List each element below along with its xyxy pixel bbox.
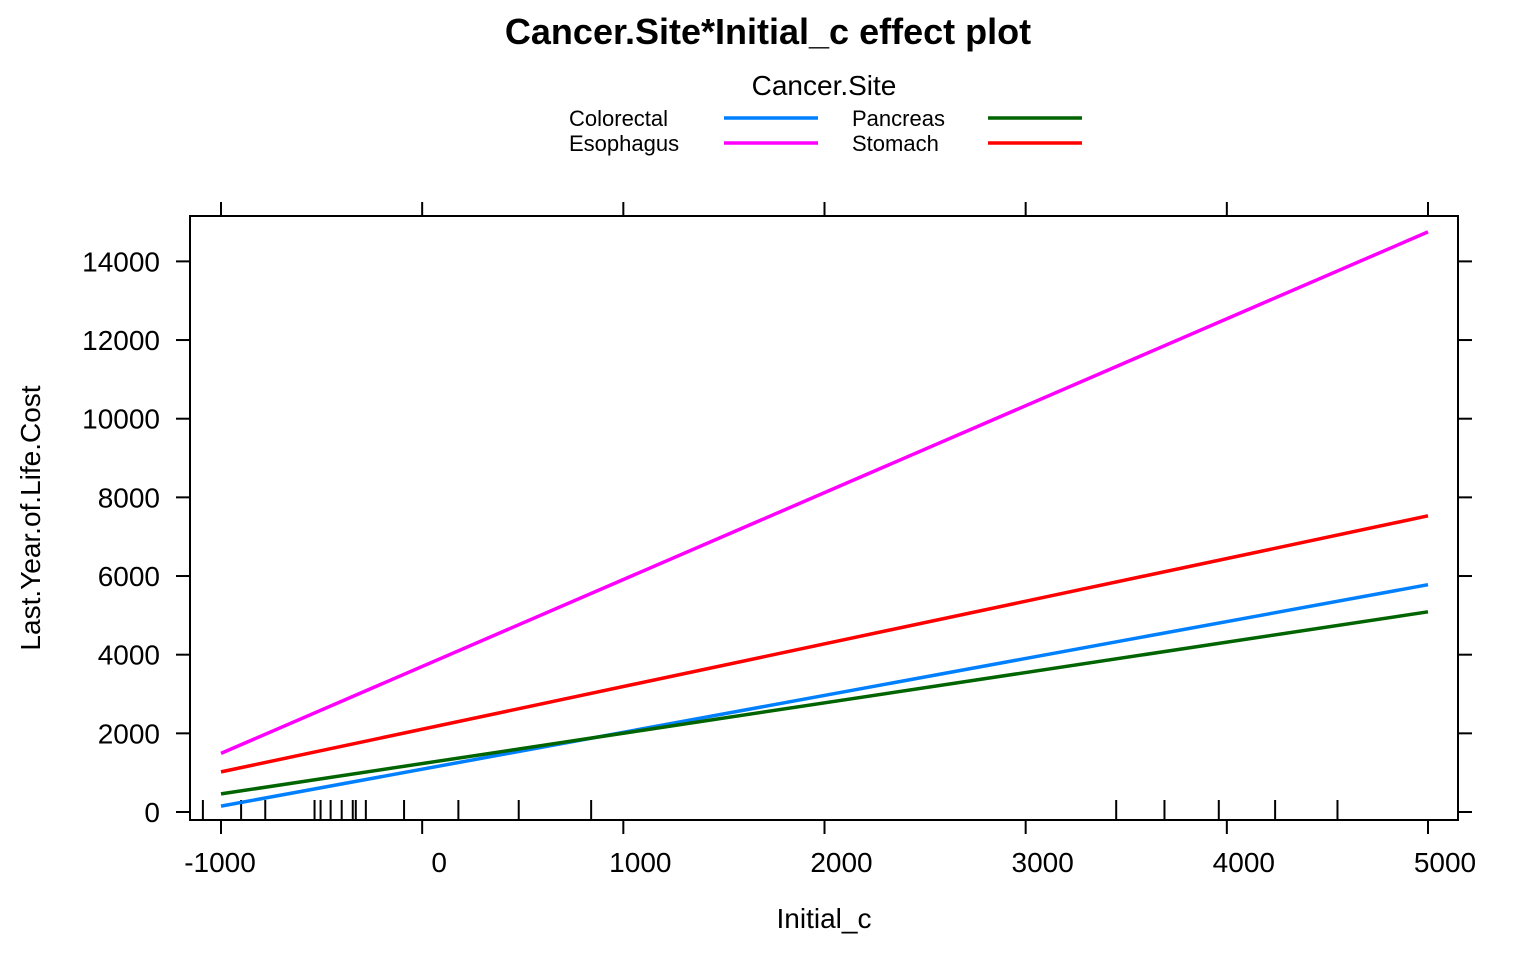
y-tick-label: 12000: [82, 325, 160, 356]
x-tick-label: 2000: [810, 847, 872, 878]
x-tick-label: 4000: [1213, 847, 1275, 878]
y-tick-label: 6000: [98, 561, 160, 592]
y-tick-label: 2000: [98, 718, 160, 749]
x-axis-label: Initial_c: [777, 903, 872, 934]
x-tick-label: -1000: [184, 847, 256, 878]
series-line-pancreas: [220, 610, 1429, 796]
series-line-esophagus: [220, 230, 1429, 756]
y-tick-label: 8000: [98, 482, 160, 513]
y-tick-label: 14000: [82, 246, 160, 277]
series-lines: [220, 230, 1429, 808]
y-axis-label: Last.Year.of.Life.Cost: [15, 385, 46, 650]
series-line-colorectal: [220, 582, 1429, 808]
chart-title: Cancer.Site*Initial_c effect plot: [505, 11, 1031, 52]
x-tick-label: 0: [431, 847, 447, 878]
legend-label-pancreas: Pancreas: [852, 106, 945, 131]
legend-title: Cancer.Site: [752, 70, 897, 101]
y-tick-label: 0: [144, 797, 160, 828]
rug: [201, 800, 1339, 820]
axis-ticks: -1000 0 1000 2000 3000 4000 5000 0 2000 4000 6000 8…: [82, 202, 1476, 878]
legend-label-esophagus: Esophagus: [569, 131, 679, 156]
x-tick-label: 5000: [1414, 847, 1476, 878]
y-tick-label: 4000: [98, 640, 160, 671]
x-tick-label: 3000: [1012, 847, 1074, 878]
legend-label-colorectal: Colorectal: [569, 106, 668, 131]
series-line-stomach: [220, 514, 1429, 774]
x-tick-label: 1000: [609, 847, 671, 878]
legend-label-stomach: Stomach: [852, 131, 939, 156]
plot-frame: [189, 215, 1459, 821]
y-tick-label: 10000: [82, 404, 160, 435]
